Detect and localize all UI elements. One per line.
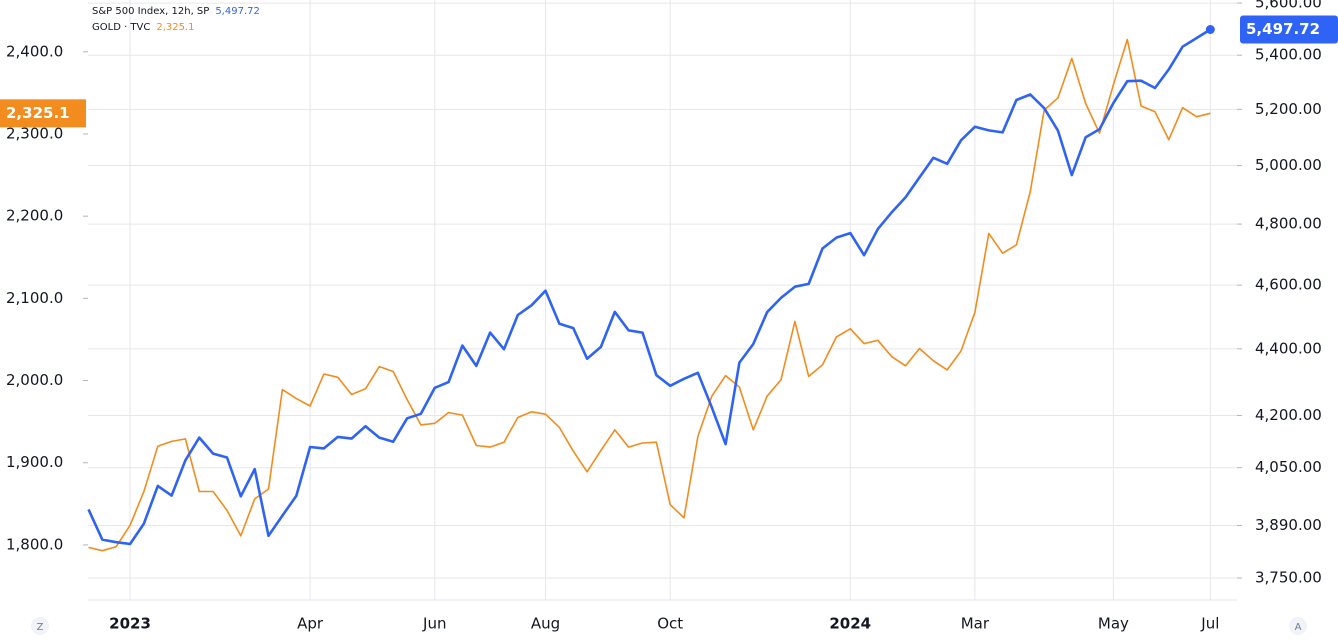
y2-tick-label: 3,750.00 [1255, 569, 1322, 587]
legend-name: GOLD · TVC [92, 22, 150, 33]
price-badge-label: 5,497.72 [1246, 20, 1320, 38]
x-tick-label: 2023 [109, 615, 151, 633]
price-badge [0, 99, 86, 128]
y2-tick-label: 3,890.00 [1255, 516, 1322, 534]
y2-tick-label: 4,600.00 [1255, 276, 1322, 294]
price-badge-label: 2,325.1 [6, 104, 70, 122]
y2-tick-label: 4,050.00 [1255, 458, 1322, 476]
control-label: A [1295, 622, 1302, 633]
y-tick-label: 2,400.0 [6, 42, 63, 60]
y-tick-label: 1,800.0 [6, 535, 63, 553]
legend-name: S&P 500 Index, 12h, SP [92, 6, 209, 17]
end-dot [1205, 24, 1215, 34]
y2-tick-label: 5,000.00 [1255, 156, 1322, 174]
legend-value: 2,325.1 [156, 22, 194, 33]
control-label: Z [37, 622, 44, 633]
y-tick-label: 2,000.0 [6, 371, 63, 389]
y-tick-label: 2,300.0 [6, 124, 63, 142]
x-tick-label: Mar [961, 615, 990, 633]
price-badge [1240, 15, 1338, 44]
y2-tick-label: 4,400.00 [1255, 339, 1322, 357]
x-tick-label: Aug [531, 615, 560, 633]
x-tick-label: May [1098, 615, 1129, 633]
y2-tick-label: 5,600.00 [1255, 0, 1322, 12]
series-line [88, 38, 1211, 552]
control-button[interactable] [31, 617, 49, 635]
y-tick-label: 2,200.0 [6, 207, 63, 225]
x-tick-label: 2024 [829, 615, 871, 633]
y2-tick-label: 4,800.00 [1255, 215, 1322, 233]
y2-tick-label: 4,200.00 [1255, 406, 1322, 424]
x-tick-label: Jul [1200, 615, 1219, 633]
x-tick-label: Oct [657, 615, 683, 633]
x-tick-label: Jun [422, 615, 446, 633]
legend-value: 5,497.72 [215, 6, 260, 17]
x-tick-label: Apr [297, 615, 324, 633]
y2-tick-label: 5,200.00 [1255, 100, 1322, 118]
control-button[interactable] [1289, 617, 1307, 635]
series-line [87, 28, 1211, 546]
y-tick-label: 2,100.0 [6, 289, 63, 307]
y2-tick-label: 5,400.00 [1255, 46, 1322, 64]
y-tick-label: 1,900.0 [6, 453, 63, 471]
